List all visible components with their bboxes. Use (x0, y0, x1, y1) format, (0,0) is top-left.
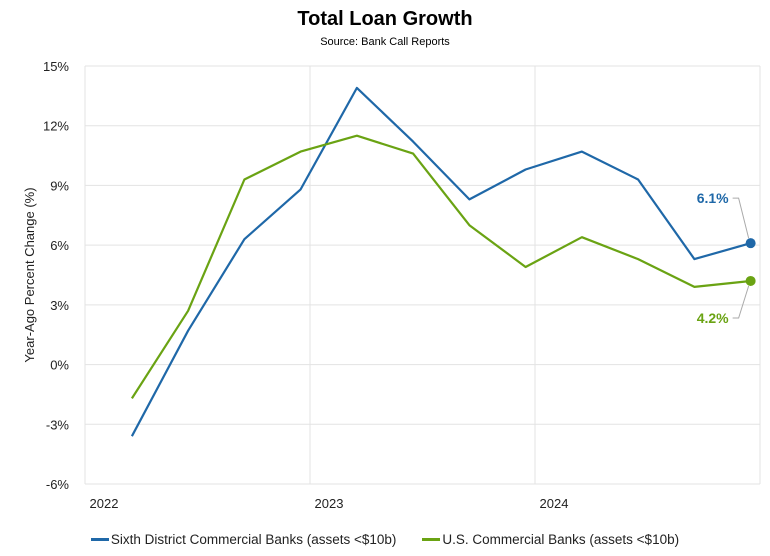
y-tick-label: 15% (43, 59, 69, 74)
chart-subtitle: Source: Bank Call Reports (320, 36, 450, 48)
series-line (130, 86, 751, 437)
end-value-label: 6.1% (697, 190, 729, 206)
end-point-marker (745, 275, 756, 286)
y-tick-label: 9% (50, 178, 69, 193)
end-point-marker (745, 238, 756, 249)
legend-item-us: U.S. Commercial Banks (assets <$10b) (422, 532, 679, 547)
gridlines (84, 65, 761, 485)
x-tick-label: 2022 (90, 496, 119, 511)
legend-label: U.S. Commercial Banks (assets <$10b) (442, 532, 680, 547)
y-axis: -6% -3% 0% 3% 6% 9% 12% 15% (43, 59, 69, 492)
series-group: 6.1% 4.2% (130, 86, 756, 437)
y-axis-label: Year-Ago Percent Change (%) (22, 187, 37, 362)
y-tick-label: 3% (50, 298, 69, 313)
y-tick-label: -6% (46, 477, 70, 492)
x-tick-label: 2023 (315, 496, 344, 511)
legend-swatch (422, 538, 441, 541)
x-tick-label: 2024 (540, 496, 569, 511)
callout-leader (732, 285, 750, 319)
legend-swatch (90, 538, 109, 541)
legend-item-sixth-district: Sixth District Commercial Banks (assets … (90, 532, 397, 547)
end-value-label: 4.2% (697, 310, 729, 326)
line-chart: -6% -3% 0% 3% 6% 9% 12% 15% 2022 2023 2024 Year-A… (22, 59, 761, 511)
series-line (130, 134, 751, 399)
y-tick-label: 6% (50, 238, 69, 253)
legend: Sixth District Commercial Banks (assets … (0, 532, 770, 547)
x-axis: 2022 2023 2024 (90, 496, 569, 511)
chart-title: Total Loan Growth (297, 8, 473, 30)
y-tick-label: -3% (46, 417, 70, 432)
legend-label: Sixth District Commercial Banks (assets … (110, 532, 397, 547)
y-tick-label: 12% (43, 119, 69, 134)
y-tick-label: 0% (50, 358, 69, 373)
callout-leader (732, 197, 750, 239)
